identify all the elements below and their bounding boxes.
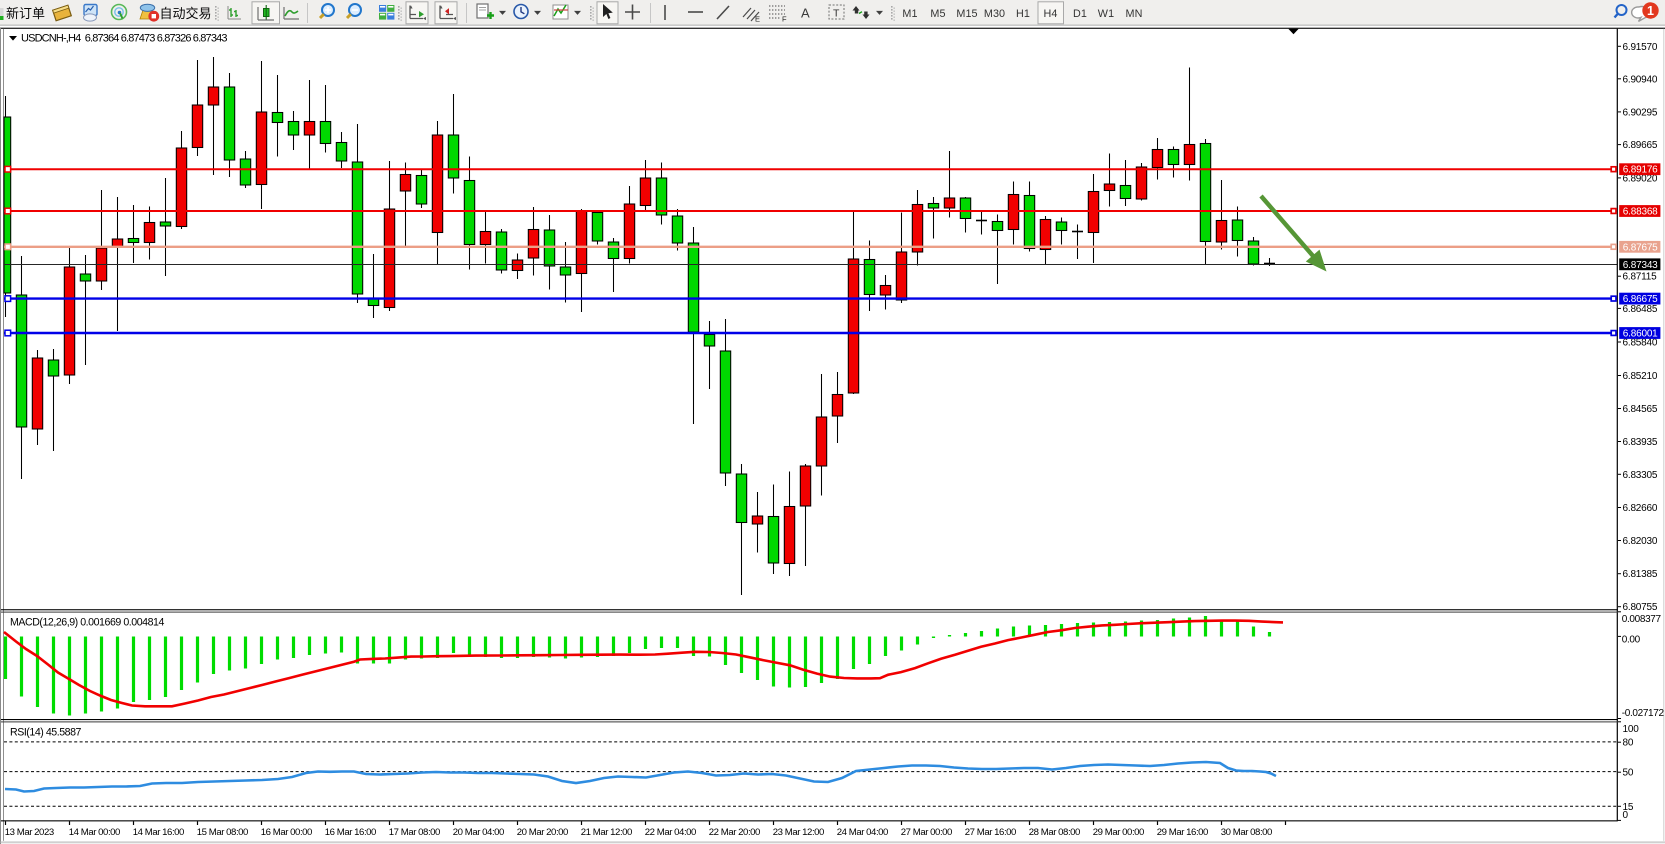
svg-text:H1: H1 <box>1016 8 1030 20</box>
svg-text:H4: H4 <box>1043 8 1057 20</box>
svg-text:6.88368: 6.88368 <box>1623 207 1658 218</box>
svg-text:6.90940: 6.90940 <box>1623 74 1658 85</box>
svg-text:MN: MN <box>1126 8 1143 20</box>
svg-text:M15: M15 <box>956 8 977 20</box>
svg-text:-0.027172: -0.027172 <box>1622 708 1665 719</box>
svg-text:50: 50 <box>1623 768 1634 779</box>
svg-text:6.81385: 6.81385 <box>1623 569 1658 580</box>
svg-text:M5: M5 <box>930 8 945 20</box>
svg-text:M1: M1 <box>902 8 917 20</box>
svg-text:E: E <box>755 15 760 24</box>
svg-text:16 Mar 16:00: 16 Mar 16:00 <box>325 827 376 838</box>
svg-text:0.00: 0.00 <box>1622 635 1641 646</box>
svg-text:6.83305: 6.83305 <box>1623 470 1658 481</box>
svg-text:RSI(14) 45.5887: RSI(14) 45.5887 <box>10 727 82 739</box>
svg-text:W1: W1 <box>1098 8 1114 20</box>
svg-text:14 Mar 16:00: 14 Mar 16:00 <box>133 827 184 838</box>
svg-text:27 Mar 16:00: 27 Mar 16:00 <box>965 827 1016 838</box>
svg-text:6.89176: 6.89176 <box>1623 165 1658 176</box>
svg-text:新订单: 新订单 <box>6 6 45 21</box>
svg-text:USDCNH-,H4 6.87364 6.87473 6.: USDCNH-,H4 6.87364 6.87473 6.87326 6.873… <box>21 33 227 45</box>
svg-text:6.82030: 6.82030 <box>1623 536 1658 547</box>
svg-text:6.85210: 6.85210 <box>1623 371 1658 382</box>
svg-text:13 Mar 2023: 13 Mar 2023 <box>5 827 54 838</box>
svg-text:16 Mar 00:00: 16 Mar 00:00 <box>261 827 312 838</box>
svg-text:24 Mar 04:00: 24 Mar 04:00 <box>837 827 888 838</box>
svg-text:F: F <box>782 15 787 24</box>
svg-text:MACD(12,26,9) 0.001669 0.00481: MACD(12,26,9) 0.001669 0.004814 <box>10 617 164 629</box>
svg-text:17 Mar 08:00: 17 Mar 08:00 <box>389 827 440 838</box>
svg-text:自动交易: 自动交易 <box>160 6 212 21</box>
svg-text:23 Mar 12:00: 23 Mar 12:00 <box>773 827 824 838</box>
svg-text:100: 100 <box>1623 724 1640 735</box>
svg-text:T: T <box>833 8 840 20</box>
svg-text:6.87675: 6.87675 <box>1623 242 1658 253</box>
svg-text:80: 80 <box>1623 738 1634 749</box>
svg-text:1: 1 <box>1647 4 1654 18</box>
svg-text:0: 0 <box>1623 810 1629 821</box>
svg-text:29 Mar 16:00: 29 Mar 16:00 <box>1157 827 1208 838</box>
svg-text:D1: D1 <box>1073 8 1087 20</box>
svg-text:14 Mar 00:00: 14 Mar 00:00 <box>69 827 120 838</box>
svg-text:22 Mar 04:00: 22 Mar 04:00 <box>645 827 696 838</box>
svg-text:6.89665: 6.89665 <box>1623 140 1658 151</box>
svg-text:6.83935: 6.83935 <box>1623 437 1658 448</box>
svg-text:6.91570: 6.91570 <box>1623 42 1658 53</box>
svg-text:A: A <box>801 6 810 21</box>
svg-text:30 Mar 08:00: 30 Mar 08:00 <box>1221 827 1272 838</box>
svg-text:29 Mar 00:00: 29 Mar 00:00 <box>1093 827 1144 838</box>
svg-text:6.80755: 6.80755 <box>1623 602 1658 613</box>
svg-text:6.85840: 6.85840 <box>1623 338 1658 349</box>
svg-text:M30: M30 <box>984 8 1005 20</box>
svg-text:20 Mar 04:00: 20 Mar 04:00 <box>453 827 504 838</box>
svg-text:6.90295: 6.90295 <box>1623 107 1658 118</box>
svg-text:6.87343: 6.87343 <box>1623 260 1658 271</box>
svg-text:6.87115: 6.87115 <box>1623 272 1658 283</box>
svg-text:0.008377: 0.008377 <box>1622 614 1662 625</box>
svg-text:28 Mar 08:00: 28 Mar 08:00 <box>1029 827 1080 838</box>
svg-text:27 Mar 00:00: 27 Mar 00:00 <box>901 827 952 838</box>
svg-text:22 Mar 20:00: 22 Mar 20:00 <box>709 827 760 838</box>
svg-text:15: 15 <box>1623 802 1634 813</box>
svg-text:6.84565: 6.84565 <box>1623 404 1658 415</box>
svg-text:20 Mar 20:00: 20 Mar 20:00 <box>517 827 568 838</box>
svg-text:15 Mar 08:00: 15 Mar 08:00 <box>197 827 248 838</box>
svg-text:6.86485: 6.86485 <box>1623 304 1658 315</box>
svg-text:6.86001: 6.86001 <box>1623 329 1658 340</box>
svg-text:6.89020: 6.89020 <box>1623 173 1658 184</box>
svg-text:6.86675: 6.86675 <box>1623 294 1658 305</box>
svg-text:6.82660: 6.82660 <box>1623 503 1658 514</box>
svg-text:21 Mar 12:00: 21 Mar 12:00 <box>581 827 632 838</box>
